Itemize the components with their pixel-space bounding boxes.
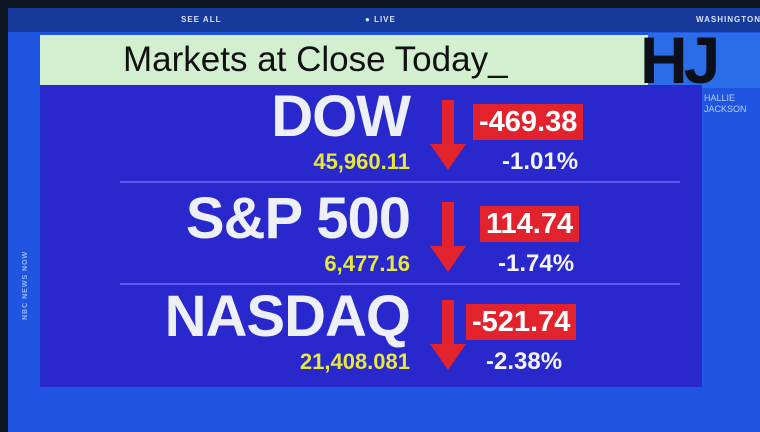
hj-logo: HJ <box>640 23 720 97</box>
market-row-nasdaq: NASDAQ 21,408.081 -521.74 -2.38% <box>40 284 702 390</box>
down-arrow-icon <box>430 300 466 370</box>
market-value: 45,960.11 <box>313 149 410 174</box>
market-name: DOW <box>271 84 411 149</box>
percent-change: -1.74% <box>498 250 575 277</box>
market-name: NASDAQ <box>164 284 411 349</box>
divider <box>120 283 680 285</box>
divider <box>120 181 680 183</box>
market-value: 21,408.081 <box>299 349 410 374</box>
market-name: S&P 500 <box>185 186 411 251</box>
see-all-link[interactable]: SEE ALL <box>181 15 222 24</box>
page-title: Markets at Close Today_ <box>40 35 648 85</box>
change-badge: -521.74 <box>466 304 577 340</box>
location-label: WASHINGTON <box>696 15 760 24</box>
top-bar: SEE ALL ● LIVE WASHINGTON <box>8 8 760 32</box>
market-row-sp500: S&P 500 6,477.16 114.74 -1.74% <box>40 186 702 292</box>
markets-panel: DOW 45,960.11 -469.38 -1.01% S&P 500 6,4… <box>40 85 702 387</box>
down-arrow-icon <box>430 202 466 272</box>
market-value: 6,477.16 <box>324 251 410 276</box>
host-name: HALLIE JACKSON <box>704 93 747 114</box>
percent-change: -2.38% <box>486 348 563 375</box>
down-arrow-icon <box>430 100 466 170</box>
show-logo: HJ HALLIE JACKSON <box>640 27 760 114</box>
market-row-dow: DOW 45,960.11 -469.38 -1.01% <box>40 84 702 190</box>
live-label: LIVE <box>374 15 396 24</box>
percent-change: -1.01% <box>502 148 579 175</box>
change-badge: -469.38 <box>473 104 584 140</box>
live-link[interactable]: ● LIVE <box>365 15 396 24</box>
change-badge: 114.74 <box>480 206 580 242</box>
side-label: NBC NEWS NOW <box>22 250 29 320</box>
